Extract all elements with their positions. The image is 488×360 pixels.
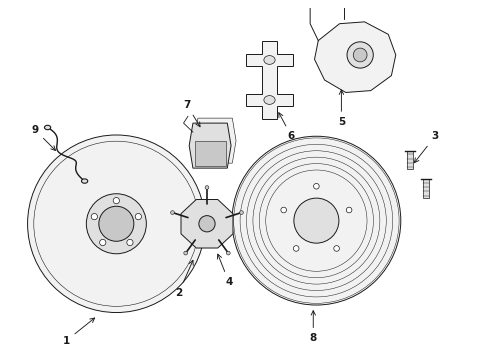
Ellipse shape <box>100 239 106 246</box>
Ellipse shape <box>86 194 146 254</box>
Polygon shape <box>406 150 412 169</box>
Polygon shape <box>422 179 428 198</box>
Ellipse shape <box>264 96 275 104</box>
Ellipse shape <box>204 186 208 189</box>
Ellipse shape <box>34 141 199 306</box>
Polygon shape <box>189 123 231 168</box>
Ellipse shape <box>199 216 215 232</box>
Ellipse shape <box>183 251 187 255</box>
Ellipse shape <box>239 211 243 215</box>
Text: 7: 7 <box>183 100 200 127</box>
Ellipse shape <box>293 198 338 243</box>
Text: 2: 2 <box>175 260 193 297</box>
Ellipse shape <box>226 251 230 255</box>
Polygon shape <box>181 199 232 248</box>
Text: 5: 5 <box>337 90 345 127</box>
Ellipse shape <box>91 213 97 220</box>
Text: 8: 8 <box>309 311 316 343</box>
Ellipse shape <box>99 206 134 241</box>
Ellipse shape <box>81 179 87 183</box>
Ellipse shape <box>313 184 319 189</box>
Text: 4: 4 <box>217 254 232 287</box>
Ellipse shape <box>333 246 339 251</box>
Ellipse shape <box>170 211 174 215</box>
Ellipse shape <box>346 42 372 68</box>
Text: 6: 6 <box>278 113 294 141</box>
Polygon shape <box>194 118 236 163</box>
Ellipse shape <box>231 136 400 305</box>
Text: 1: 1 <box>62 318 95 346</box>
Text: 3: 3 <box>413 131 438 163</box>
Ellipse shape <box>280 207 286 213</box>
Polygon shape <box>245 41 293 119</box>
Ellipse shape <box>264 55 275 64</box>
Polygon shape <box>194 141 225 166</box>
Ellipse shape <box>346 207 351 213</box>
Polygon shape <box>314 22 395 93</box>
Ellipse shape <box>113 198 119 204</box>
Text: 9: 9 <box>31 125 56 150</box>
Ellipse shape <box>135 213 141 220</box>
Ellipse shape <box>44 125 51 130</box>
Ellipse shape <box>352 48 366 62</box>
Ellipse shape <box>27 135 204 312</box>
Ellipse shape <box>126 239 133 246</box>
Ellipse shape <box>293 246 298 251</box>
